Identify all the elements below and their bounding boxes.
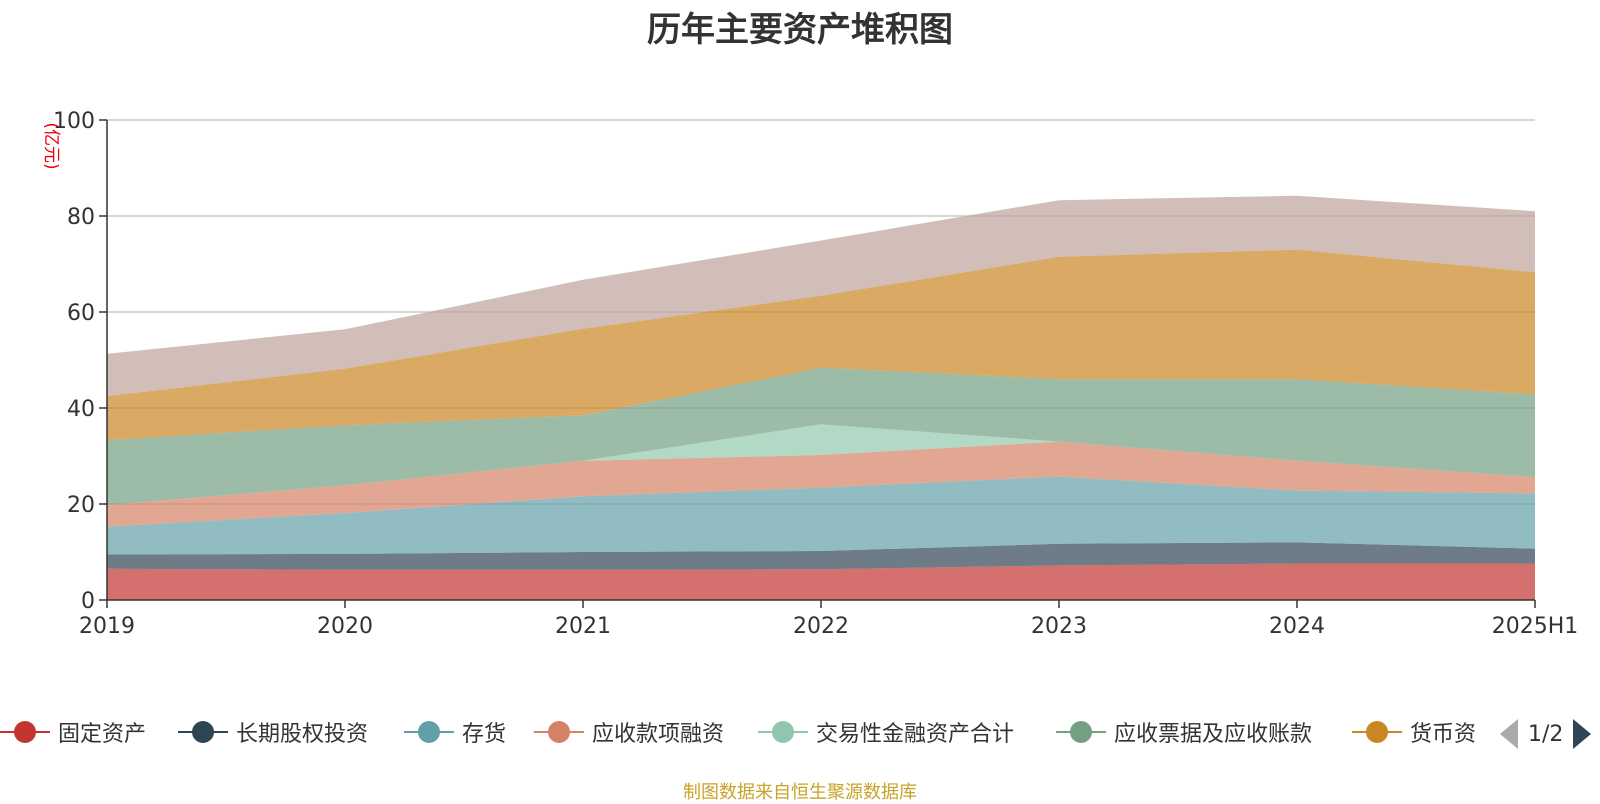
area-series-1[interactable] bbox=[107, 542, 1535, 570]
legend-marker-icon bbox=[404, 717, 454, 747]
legend-label: 货币资 bbox=[1410, 722, 1477, 747]
x-tick-label: 2021 bbox=[555, 614, 611, 639]
legend-item[interactable]: 交易性金融资产合计 bbox=[758, 712, 1014, 752]
y-tick-label: 60 bbox=[67, 301, 95, 326]
axis-layer: 0 20 40 60 80 100 2019 2020 2021 2022 2023 2024 2025… bbox=[53, 109, 1578, 639]
x-tick-label: 2024 bbox=[1269, 614, 1325, 639]
legend-marker-icon bbox=[1056, 717, 1106, 747]
area-series-7[interactable] bbox=[107, 195, 1535, 396]
legend-marker-icon bbox=[534, 717, 584, 747]
legend-marker-icon bbox=[178, 717, 228, 747]
x-tick-label: 2023 bbox=[1031, 614, 1087, 639]
pager-next-icon[interactable] bbox=[1573, 719, 1592, 749]
y-tick-label: 80 bbox=[67, 205, 95, 230]
x-tick-label: 2025H1 bbox=[1492, 614, 1579, 639]
pager-prev-icon[interactable] bbox=[1500, 719, 1518, 749]
y-axis-unit-label: (亿元) bbox=[41, 122, 61, 169]
legend-item[interactable]: 货币资 bbox=[1352, 712, 1476, 752]
legend: 固定资产 长期股权投资 存货 应收款项融资 交易性金融资产合计 应收票据及应收账款 货币资 bbox=[0, 712, 1600, 752]
source-note: 制图数据来自恒生聚源数据库 bbox=[683, 782, 917, 803]
area-series-4[interactable] bbox=[107, 424, 1535, 505]
y-tick-label: 100 bbox=[53, 109, 95, 134]
x-tick-label: 2020 bbox=[317, 614, 373, 639]
legend-marker-icon bbox=[758, 717, 808, 747]
legend-label: 应收款项融资 bbox=[592, 722, 725, 747]
legend-marker-icon bbox=[1352, 717, 1402, 747]
legend-item[interactable]: 应收票据及应收账款 bbox=[1056, 712, 1312, 752]
legend-item[interactable]: 长期股权投资 bbox=[178, 712, 368, 752]
pager-text: 1/2 bbox=[1528, 721, 1564, 747]
legend-label: 交易性金融资产合计 bbox=[816, 722, 1015, 747]
legend-label: 固定资产 bbox=[58, 722, 147, 747]
legend-marker-icon bbox=[0, 717, 50, 747]
area-layer bbox=[107, 195, 1535, 601]
legend-label: 长期股权投资 bbox=[236, 722, 369, 747]
x-tick-label: 2022 bbox=[793, 614, 849, 639]
area-series-5[interactable] bbox=[107, 367, 1535, 505]
area-series-2[interactable] bbox=[107, 476, 1535, 555]
y-tick-label: 20 bbox=[67, 493, 95, 518]
area-series-6[interactable] bbox=[107, 249, 1535, 441]
legend-item[interactable]: 应收款项融资 bbox=[534, 712, 724, 752]
y-tick-label: 0 bbox=[81, 589, 95, 614]
x-tick-label: 2019 bbox=[79, 614, 135, 639]
chart-title: 历年主要资产堆积图 bbox=[647, 10, 953, 50]
y-tick-label: 40 bbox=[67, 397, 95, 422]
area-series-3[interactable] bbox=[107, 441, 1535, 527]
legend-pager: 1/2 bbox=[1500, 718, 1592, 750]
legend-label: 应收票据及应收账款 bbox=[1114, 722, 1313, 747]
legend-item[interactable]: 固定资产 bbox=[0, 712, 146, 752]
legend-item[interactable]: 存货 bbox=[404, 712, 506, 752]
legend-label: 存货 bbox=[462, 722, 507, 747]
area-series-0[interactable] bbox=[107, 563, 1535, 601]
